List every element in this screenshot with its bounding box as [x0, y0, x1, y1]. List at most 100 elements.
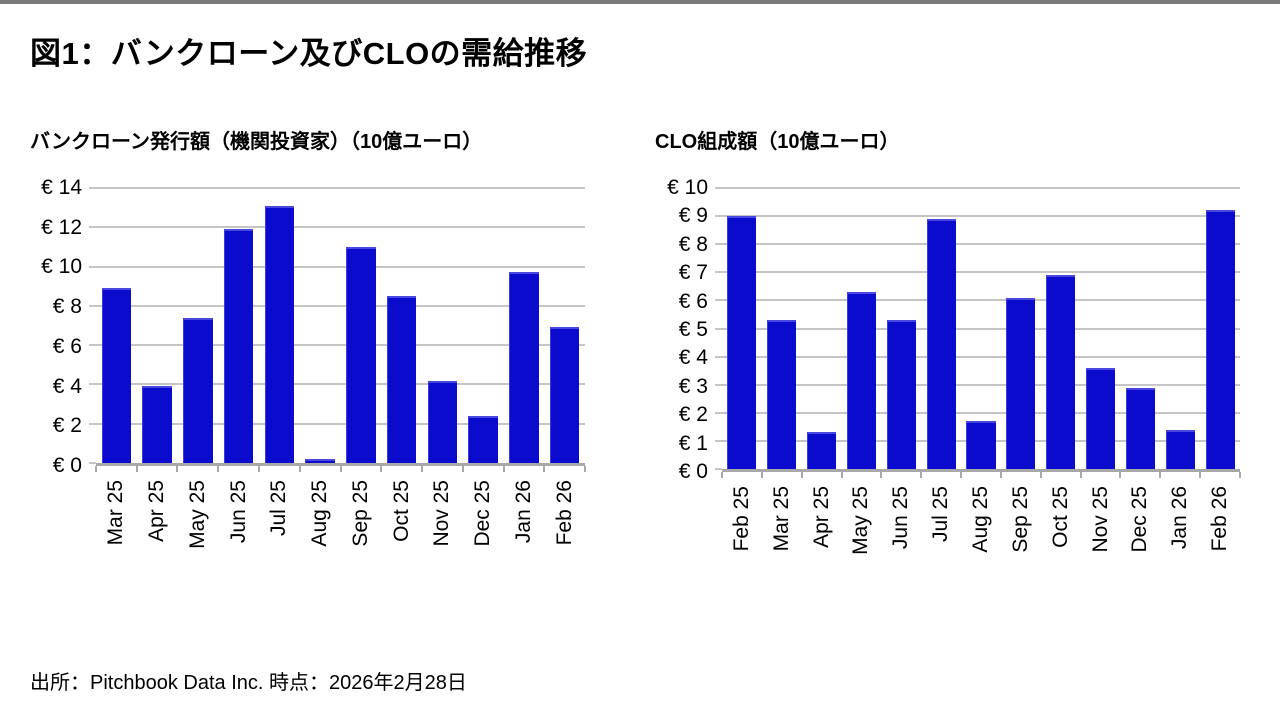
- gridline: [722, 411, 1240, 414]
- x-axis-row: Mar 25 Apr 25 May 25 Jun 25 Jul 25 Aug 25 Sep …: [30, 466, 585, 585]
- bar: [1006, 297, 1036, 469]
- bar: [427, 380, 458, 463]
- bars-layer: [722, 188, 1240, 469]
- x-tick-cell: Sep 25: [341, 480, 382, 585]
- y-tick-label: € 0: [678, 460, 708, 483]
- y-axis-tick: [89, 187, 96, 189]
- x-tick-cell: Dec 25: [463, 480, 504, 585]
- bar-slot: [1120, 188, 1160, 469]
- gridline: [722, 355, 1240, 358]
- y-tick-label: € 3: [678, 374, 708, 398]
- bar-slot: [96, 188, 137, 463]
- gridline: [96, 226, 585, 229]
- x-axis-labels: Mar 25 Apr 25 May 25 Jun 25 Jul 25 Aug 25 Sep …: [96, 466, 585, 585]
- chart-title: CLO組成額（10億ユーロ）: [655, 131, 900, 153]
- y-tick-label: € 12: [41, 215, 82, 239]
- x-axis-tick: [800, 472, 803, 478]
- x-axis-tick: [176, 466, 179, 472]
- gridline: [722, 299, 1240, 302]
- gridline: [722, 215, 1240, 218]
- y-axis-tick: [89, 422, 96, 425]
- y-axis-tick: [715, 215, 722, 218]
- x-axis-tick: [999, 472, 1002, 478]
- x-axis-tick: [920, 472, 923, 478]
- x-axis-row: Feb 25 Mar 25 Apr 25 May 25 Jun 25 Jul 25 Aug …: [655, 472, 1240, 591]
- bar: [101, 288, 132, 463]
- x-tick-cell: Sep 25: [1001, 486, 1041, 591]
- bar-slot: [921, 188, 961, 469]
- x-axis-tick: [461, 466, 464, 472]
- charts-row: バンクローン発行額（機関投資家）（10億ユーロ） € 0 € 2 € 4 € 6 € 8…: [30, 125, 1280, 591]
- x-tick-label: Jul 25: [929, 486, 953, 543]
- x-axis-tick: [420, 466, 423, 472]
- bar-slot: [300, 188, 341, 463]
- bar: [1205, 210, 1235, 469]
- x-tick-cell: Apr 25: [802, 486, 842, 591]
- bar: [346, 246, 376, 463]
- x-tick-label: Nov 25: [1088, 486, 1112, 553]
- bar-slot: [1041, 188, 1081, 469]
- x-tick-cell: Jan 26: [504, 480, 545, 585]
- x-axis-tick: [760, 472, 763, 478]
- y-tick-label: € 6: [678, 289, 708, 313]
- bar: [886, 320, 916, 469]
- gridline: [96, 265, 585, 268]
- plot-area: [89, 187, 586, 472]
- clo-issuance-chart: CLO組成額（10億ユーロ） € 0 € 1 € 2 € 3 € 4 € 5 € 6 € 7 €…: [655, 125, 1241, 591]
- bar: [468, 415, 498, 463]
- bar: [966, 421, 996, 469]
- x-tick-cell: Feb 26: [544, 480, 585, 585]
- x-axis-tick: [257, 466, 260, 472]
- x-tick-label: Feb 25: [729, 486, 753, 552]
- x-axis-tick: [217, 466, 220, 472]
- x-tick-cell: Mar 25: [96, 480, 137, 585]
- bar: [142, 386, 172, 463]
- x-tick-cell: Jun 25: [218, 480, 259, 585]
- gridline: [96, 304, 585, 307]
- x-tick-cell: Jul 25: [921, 486, 961, 591]
- x-tick-label: Mar 25: [104, 480, 128, 546]
- y-tick-label: € 8: [52, 295, 82, 319]
- gridline: [96, 383, 585, 386]
- y-axis-tick: [715, 439, 722, 442]
- x-tick-label: Jul 25: [267, 480, 291, 537]
- bank-loan-issuance-chart: バンクローン発行額（機関投資家）（10億ユーロ） € 0 € 2 € 4 € 6 € 8…: [30, 125, 586, 591]
- x-tick-cell: Apr 25: [137, 480, 178, 585]
- bar-slot: [259, 188, 300, 463]
- chart-title: バンクローン発行額（機関投資家）（10億ユーロ）: [30, 131, 483, 153]
- x-axis-tick: [502, 466, 505, 472]
- bar: [1046, 275, 1076, 469]
- x-tick-cell: Nov 25: [1081, 486, 1121, 591]
- x-axis-tick: [1079, 472, 1082, 478]
- bar: [386, 296, 417, 463]
- bar-slot: [341, 188, 382, 463]
- bar: [305, 459, 335, 463]
- x-tick-cell: Aug 25: [961, 486, 1001, 591]
- x-tick-label: Dec 25: [471, 480, 495, 547]
- gridline: [96, 422, 585, 425]
- bar-slot: [544, 188, 585, 463]
- y-axis-tick: [89, 462, 96, 464]
- x-tick-label: May 25: [185, 480, 209, 549]
- x-tick-label: Jun 25: [889, 486, 913, 550]
- bar-slot: [961, 188, 1001, 469]
- bar-slot: [842, 188, 882, 469]
- y-tick-label: € 14: [41, 176, 82, 199]
- y-tick-label: € 7: [678, 261, 708, 285]
- x-tick-label: Aug 25: [968, 486, 992, 553]
- x-axis-tick: [721, 472, 723, 478]
- y-tick-label: € 2: [52, 414, 82, 438]
- y-tick-label: € 4: [678, 346, 708, 370]
- bar-slot: [1081, 188, 1121, 469]
- bar-slot: [178, 188, 219, 463]
- x-tick-label: Feb 26: [552, 480, 576, 546]
- bar: [264, 205, 295, 463]
- plot-area: [715, 187, 1241, 478]
- chart-body: € 0 € 1 € 2 € 3 € 4 € 5 € 6 € 7 € 8 € 9 € 10: [655, 177, 1241, 483]
- bar: [926, 218, 956, 469]
- bar-slot: [1160, 188, 1200, 469]
- y-axis-tick: [715, 327, 722, 330]
- x-tick-cell: Jul 25: [259, 480, 300, 585]
- bar-slot: [137, 188, 178, 463]
- y-tick-label: € 10: [41, 255, 82, 279]
